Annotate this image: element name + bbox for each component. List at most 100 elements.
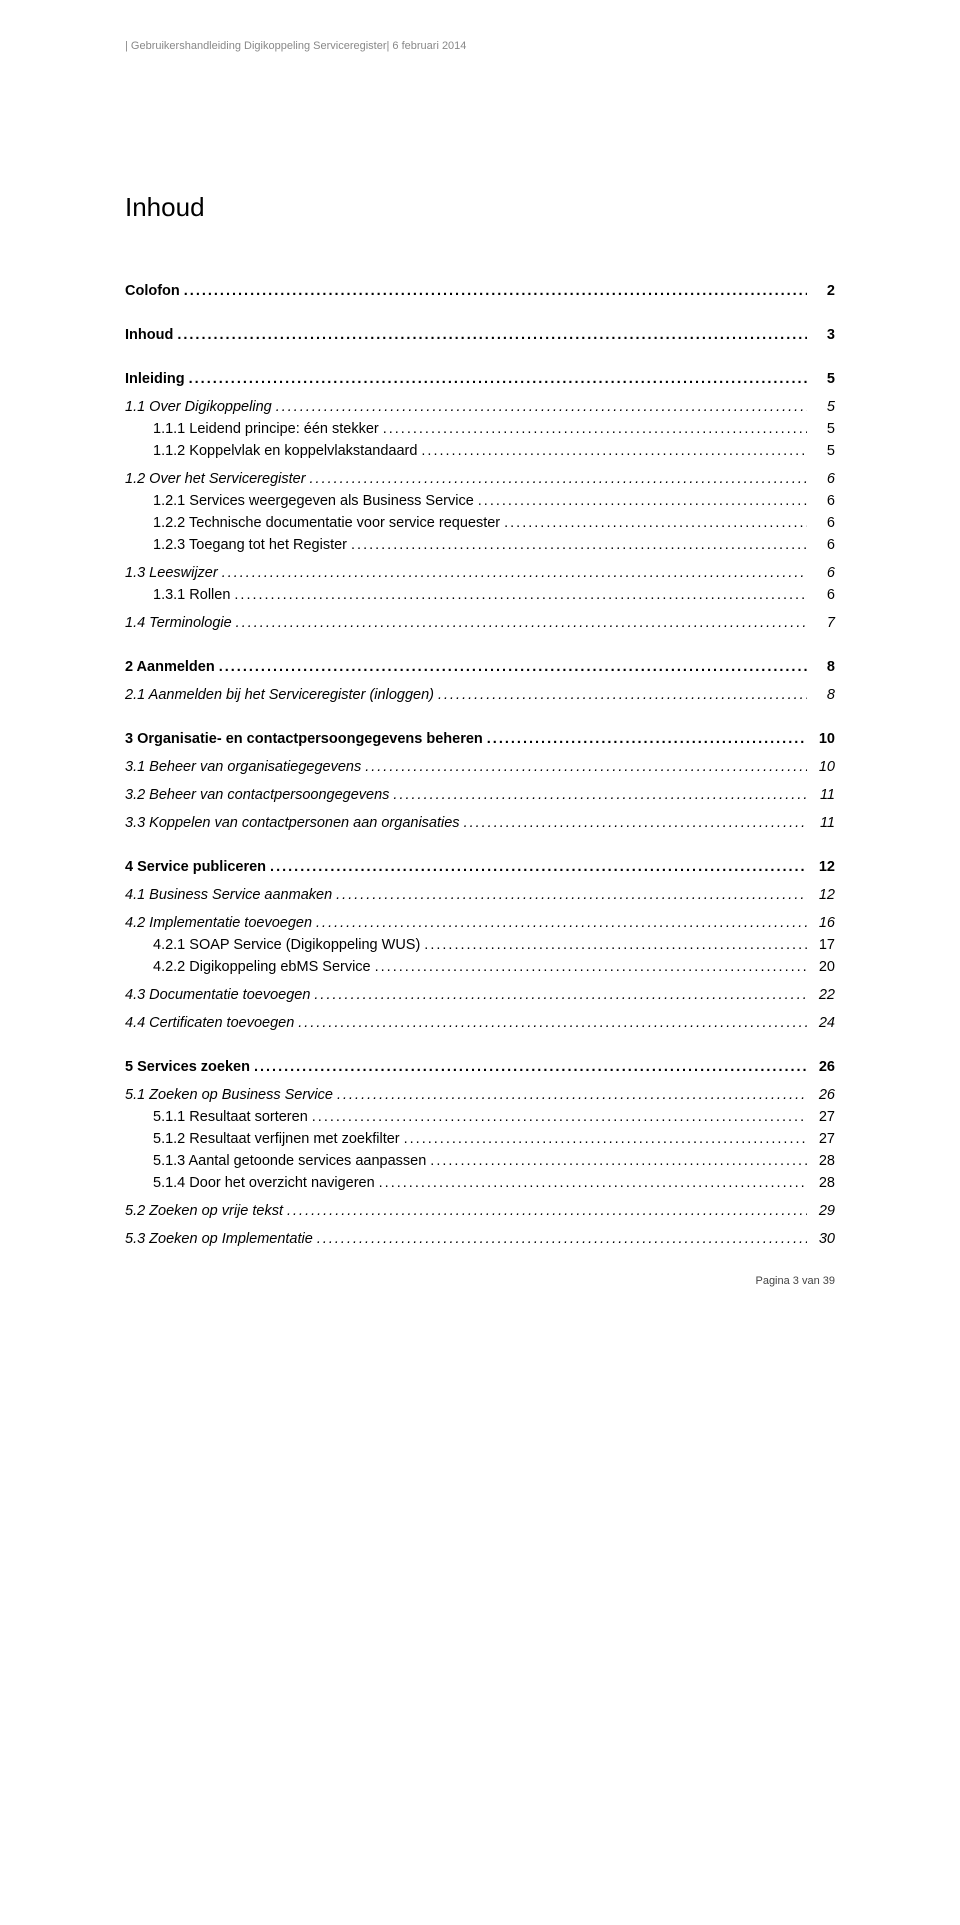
toc-entry: 3.3 Koppelen van contactpersonen aan org… — [125, 815, 835, 831]
toc-entry: 1.2.2 Technische documentatie voor servi… — [153, 515, 835, 531]
toc-entry: 3.1 Beheer van organisatiegegevens10 — [125, 759, 835, 775]
toc-page-number: 2 — [811, 283, 835, 299]
page-footer: Pagina 3 van 39 — [125, 1275, 835, 1287]
toc-leader — [184, 283, 807, 299]
toc-entry: Inleiding5 — [125, 371, 835, 387]
toc-leader — [254, 1059, 807, 1075]
toc-label: 1.2 Over het Serviceregister — [125, 471, 306, 487]
toc-page-number: 26 — [811, 1059, 835, 1075]
toc-page-number: 7 — [811, 615, 835, 631]
toc-entry: 5.1.1 Resultaat sorteren27 — [153, 1109, 835, 1125]
toc-entry: 1.1.1 Leidend principe: één stekker 5 — [153, 421, 835, 437]
page-header: | Gebruikershandleiding Digikoppeling Se… — [125, 40, 835, 52]
toc-label: 1.2.2 Technische documentatie voor servi… — [153, 515, 500, 531]
toc-entry: 1.3.1 Rollen 6 — [153, 587, 835, 603]
toc-leader — [438, 687, 807, 703]
toc-leader — [365, 759, 807, 775]
toc-page-number: 28 — [811, 1175, 835, 1191]
toc-leader — [375, 959, 807, 975]
toc-page-number: 5 — [811, 399, 835, 415]
toc-leader — [337, 1087, 807, 1103]
toc-label: 3 Organisatie- en contactpersoongegevens… — [125, 731, 483, 747]
toc-page-number: 10 — [811, 759, 835, 775]
toc-entry: 2.1 Aanmelden bij het Serviceregister (i… — [125, 687, 835, 703]
toc-label: 5.3 Zoeken op Implementatie — [125, 1231, 313, 1247]
toc-entry: 5 Services zoeken 26 — [125, 1059, 835, 1075]
toc-entry: 5.1.4 Door het overzicht navigeren 28 — [153, 1175, 835, 1191]
toc-label: Inhoud — [125, 327, 173, 343]
toc-label: 1.1.2 Koppelvlak en koppelvlakstandaard — [153, 443, 417, 459]
toc-page-number: 29 — [811, 1203, 835, 1219]
toc-page-number: 28 — [811, 1153, 835, 1169]
toc-entry: 3 Organisatie- en contactpersoongegevens… — [125, 731, 835, 747]
toc-page-number: 27 — [811, 1109, 835, 1125]
toc-label: 4.1 Business Service aanmaken — [125, 887, 332, 903]
toc-label: 4.2.2 Digikoppeling ebMS Service — [153, 959, 371, 975]
toc-label: 5.1.4 Door het overzicht navigeren — [153, 1175, 375, 1191]
toc-page-number: 6 — [811, 493, 835, 509]
toc-entry: 5.2 Zoeken op vrije tekst 29 — [125, 1203, 835, 1219]
toc-page-number: 6 — [811, 515, 835, 531]
toc-entry: 5.1 Zoeken op Business Service26 — [125, 1087, 835, 1103]
toc-leader — [404, 1131, 807, 1147]
toc-leader — [276, 399, 807, 415]
toc-label: 5.2 Zoeken op vrije tekst — [125, 1203, 283, 1219]
toc-label: 4.4 Certificaten toevoegen — [125, 1015, 294, 1031]
toc-leader — [236, 615, 807, 631]
toc-entry: 5.1.3 Aantal getoonde services aanpassen… — [153, 1153, 835, 1169]
toc-leader — [336, 887, 807, 903]
toc-entry: 1.2 Over het Serviceregister 6 — [125, 471, 835, 487]
toc-leader — [383, 421, 807, 437]
toc-page-number: 11 — [811, 787, 835, 803]
toc-leader — [310, 471, 807, 487]
toc-leader — [270, 859, 807, 875]
toc-label: 4.2.1 SOAP Service (Digikoppeling WUS) — [153, 937, 420, 953]
toc-label: 5 Services zoeken — [125, 1059, 250, 1075]
toc-leader — [314, 987, 807, 1003]
toc-page-number: 6 — [811, 565, 835, 581]
toc-label: 2.1 Aanmelden bij het Serviceregister (i… — [125, 687, 434, 703]
toc-page-number: 24 — [811, 1015, 835, 1031]
toc-label: 5.1.2 Resultaat verfijnen met zoekfilter — [153, 1131, 400, 1147]
toc-leader — [351, 537, 807, 553]
toc-entry: 1.2.3 Toegang tot het Register6 — [153, 537, 835, 553]
toc-leader — [317, 1231, 807, 1247]
toc-leader — [464, 815, 807, 831]
toc-page-number: 27 — [811, 1131, 835, 1147]
toc-page-number: 17 — [811, 937, 835, 953]
toc-label: 1.4 Terminologie — [125, 615, 232, 631]
toc-leader — [222, 565, 807, 581]
toc-label: Colofon — [125, 283, 180, 299]
toc-page-number: 8 — [811, 659, 835, 675]
toc-page-number: 5 — [811, 421, 835, 437]
toc-entry: 4.3 Documentatie toevoegen22 — [125, 987, 835, 1003]
toc-entry: 1.4 Terminologie 7 — [125, 615, 835, 631]
toc-leader — [316, 915, 807, 931]
toc-leader — [189, 371, 807, 387]
toc-page-number: 5 — [811, 371, 835, 387]
toc-label: 4 Service publiceren — [125, 859, 266, 875]
toc-leader — [219, 659, 807, 675]
toc-page-number: 6 — [811, 587, 835, 603]
toc-page-number: 22 — [811, 987, 835, 1003]
toc-label: 3.3 Koppelen van contactpersonen aan org… — [125, 815, 460, 831]
toc-entry: 1.2.1 Services weergegeven als Business … — [153, 493, 835, 509]
toc-label: 1.3.1 Rollen — [153, 587, 230, 603]
toc-entry: 1.1 Over Digikoppeling5 — [125, 399, 835, 415]
toc-entry: 1.3 Leeswijzer6 — [125, 565, 835, 581]
toc-leader — [379, 1175, 807, 1191]
toc-page-number: 11 — [811, 815, 835, 831]
toc-page-number: 26 — [811, 1087, 835, 1103]
toc-page-number: 12 — [811, 887, 835, 903]
toc-page-number: 6 — [811, 471, 835, 487]
toc-label: 1.1.1 Leidend principe: één stekker — [153, 421, 379, 437]
toc-entry: Inhoud 3 — [125, 327, 835, 343]
table-of-contents: Colofon 2 Inhoud 3 Inleiding5 1.1 Over Digiko… — [125, 283, 835, 1247]
toc-label: 4.2 Implementatie toevoegen — [125, 915, 312, 931]
toc-entry: 4.2.1 SOAP Service (Digikoppeling WUS) 17 — [153, 937, 835, 953]
toc-label: 3.2 Beheer van contactpersoongegevens — [125, 787, 389, 803]
toc-page-number: 3 — [811, 327, 835, 343]
toc-leader — [298, 1015, 807, 1031]
toc-leader — [393, 787, 807, 803]
toc-page-number: 10 — [811, 731, 835, 747]
